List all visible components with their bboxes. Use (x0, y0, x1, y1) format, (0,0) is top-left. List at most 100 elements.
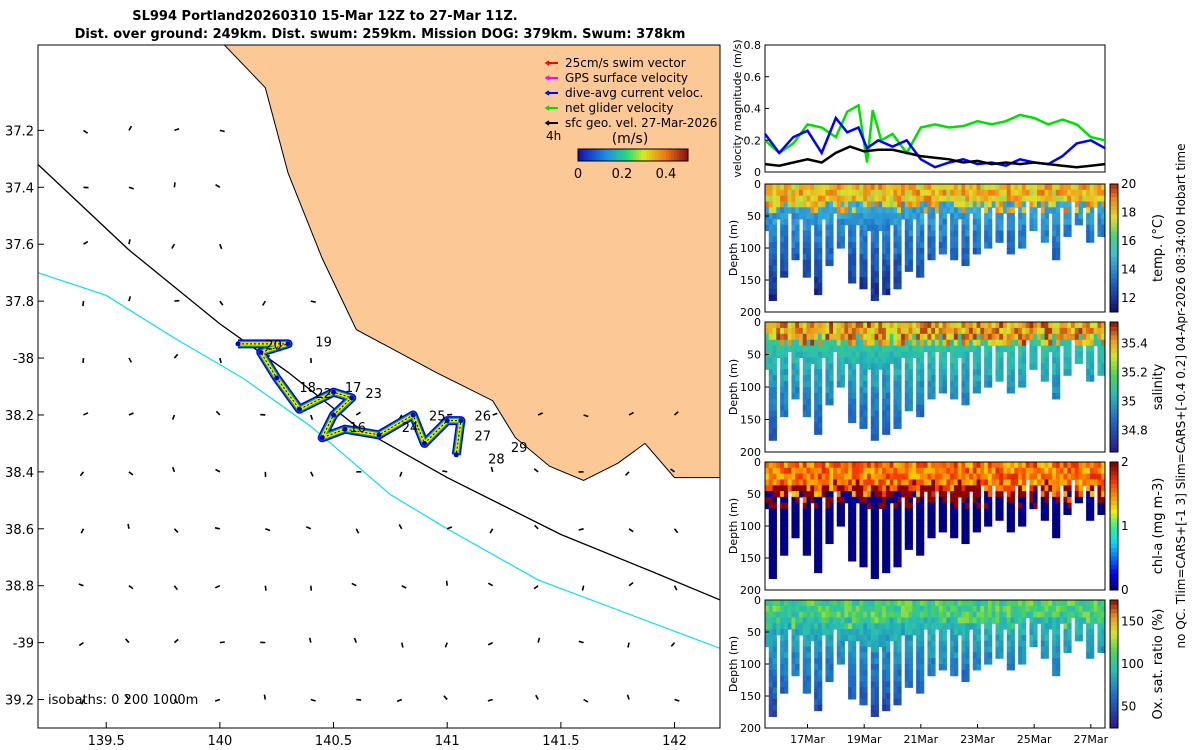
heatmap-cell (957, 617, 963, 624)
heatmap-cell (950, 333, 955, 341)
heatmap-cell (1067, 467, 1072, 475)
heatmap-cell (1044, 496, 1049, 504)
heatmap-cell (1071, 189, 1076, 197)
heatmap-cell (987, 333, 993, 341)
heatmap-cell (814, 623, 819, 630)
heatmap-cell (1052, 333, 1057, 341)
heatmap-cell (795, 520, 800, 527)
heatmap-cell (1033, 496, 1038, 504)
heatmap-cell (817, 669, 823, 677)
heatmap-cell (919, 520, 925, 527)
colorbar-cell (1110, 723, 1118, 729)
heatmap-cell (972, 611, 978, 619)
heatmap-cell (1040, 496, 1046, 504)
heatmap-cell (1040, 369, 1046, 376)
heatmap-cell (787, 207, 793, 214)
heatmap-cell (851, 600, 857, 607)
heatmap-cell (806, 467, 811, 475)
heatmap-cell (1010, 345, 1015, 353)
colorbar-cell (1110, 715, 1118, 720)
heatmap-cell (825, 496, 830, 504)
geo-vector-arrow (356, 698, 362, 701)
heatmap-cell (844, 479, 849, 486)
heatmap-cell (1052, 218, 1057, 226)
heatmap-cell (972, 658, 978, 665)
heatmap-cell (783, 611, 789, 619)
heatmap-cell (885, 259, 891, 267)
heatmap-cell (817, 381, 823, 388)
heatmap-cell (848, 265, 853, 272)
geo-vector-arrow (583, 698, 589, 703)
heatmap-cell (840, 502, 845, 510)
heatmap-cell (859, 693, 864, 700)
heatmap-cell (916, 375, 921, 382)
heatmap-cell (765, 339, 770, 347)
heatmap-cell (893, 600, 898, 607)
heatmap-cell (840, 345, 845, 353)
heatmap-cell (859, 236, 864, 243)
heatmap-cell (1082, 195, 1087, 203)
heatmap-cell (817, 259, 823, 267)
heatmap-cell (1044, 375, 1049, 382)
heatmap-cell (1097, 201, 1102, 208)
heatmap-cell (972, 242, 978, 249)
heatmap-cell (1063, 218, 1068, 226)
heatmap-cell (825, 473, 830, 481)
heatmap-cell (848, 398, 853, 406)
heatmap-cell (878, 357, 883, 364)
heatmap-cell (780, 195, 785, 203)
heatmap-cell (1014, 462, 1019, 469)
heatmap-cell (1040, 479, 1046, 486)
heatmap-cell (916, 248, 921, 255)
heatmap-cell (882, 253, 887, 261)
heatmap-cell (791, 327, 796, 335)
heatmap-cell (780, 543, 785, 550)
heatmap-cell (1097, 485, 1102, 492)
heatmap-cell (927, 646, 932, 653)
heatmap-cell (908, 605, 913, 613)
heatmap-cell (1074, 634, 1080, 642)
heatmap-cell (984, 369, 989, 376)
heatmap-cell (780, 675, 785, 683)
heatmap-cell (1010, 479, 1015, 486)
heatmap-cell (908, 387, 913, 394)
heatmap-cell (1067, 201, 1072, 208)
heatmap-cell (799, 617, 804, 624)
heatmap-cell (1014, 479, 1019, 486)
heatmap-cell (802, 549, 808, 556)
heatmap-cell (893, 218, 898, 226)
heatmap-cell (840, 462, 845, 469)
heatmap-cell (946, 479, 951, 486)
heatmap-cell (969, 479, 974, 486)
colorbar-cell (682, 149, 686, 161)
heatmap-cell (995, 327, 1000, 335)
heatmap-cell (889, 213, 895, 220)
heatmap-cell (893, 242, 898, 249)
heatmap-cell (863, 462, 868, 469)
heatmap-cell (965, 491, 970, 498)
heatmap-cell (984, 646, 989, 653)
heatmap-cell (844, 357, 849, 364)
heatmap-cell (987, 230, 993, 237)
heatmap-cell (908, 404, 913, 412)
heatmap-cell (814, 375, 819, 382)
heatmap-cell (904, 253, 910, 261)
heatmap-cell (927, 195, 932, 203)
heatmap-cell (810, 600, 815, 607)
heatmap-cell (882, 218, 887, 226)
heatmap-cell (814, 282, 819, 290)
heatmap-cell (780, 491, 785, 498)
heatmap-cell (1018, 224, 1023, 232)
heatmap-cell (1003, 467, 1008, 475)
heatmap-cell (855, 496, 861, 504)
heatmap-cell (1037, 195, 1042, 203)
heatmap-cell (1074, 485, 1080, 492)
heatmap-cell (799, 339, 804, 347)
heatmap-cell (1093, 605, 1099, 613)
heatmap-cell (1078, 322, 1083, 329)
heatmap-cell (806, 543, 811, 550)
geo-vector-arrow (83, 240, 89, 245)
heatmap-cell (1018, 652, 1023, 659)
heatmap-cell (984, 345, 989, 353)
heatmap-cell (987, 617, 993, 624)
